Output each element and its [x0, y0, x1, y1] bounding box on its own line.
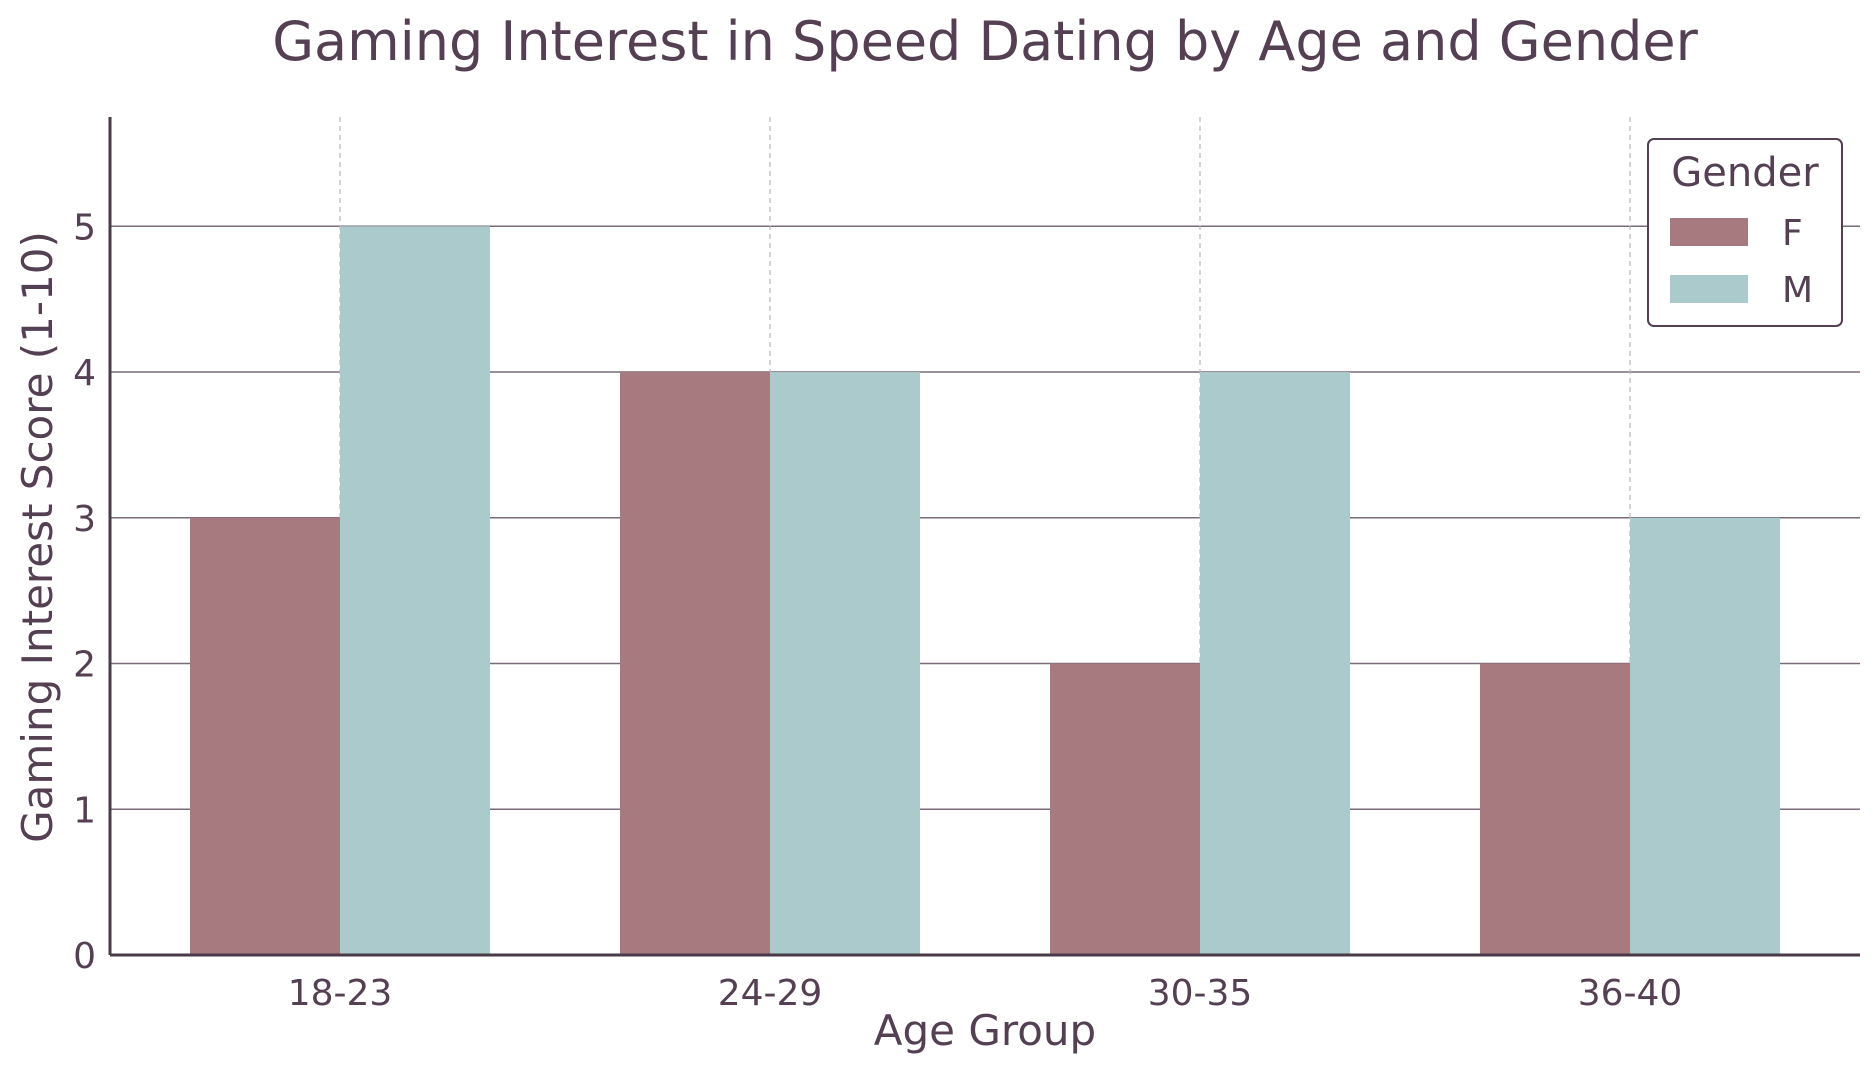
legend: Gender F M [1647, 138, 1843, 327]
bar-male-36-40 [1630, 517, 1780, 955]
x-tick-label: 24-29 [718, 973, 823, 1014]
x-tick-label: 30-35 [1148, 973, 1253, 1014]
y-tick-label: 4 [73, 353, 96, 394]
legend-label-female: F [1782, 213, 1803, 254]
bar-female-36-40 [1480, 663, 1630, 955]
legend-swatch-male [1670, 275, 1748, 303]
bar-male-30-35 [1200, 372, 1350, 956]
bar-male-24-29 [770, 372, 920, 956]
ticks-layer: 0 1 2 3 4 5 18-23 24-29 30-35 36-40 [73, 207, 1682, 1014]
y-tick-label: 2 [73, 645, 96, 686]
legend-label-male: M [1782, 270, 1813, 311]
y-tick-label: 0 [73, 936, 96, 977]
legend-swatch-female [1670, 218, 1748, 246]
bar-female-18-23 [190, 517, 340, 955]
y-axis-label: Gaming Interest Score (1-10) [13, 231, 62, 843]
bar-female-30-35 [1050, 663, 1200, 955]
chart-title: Gaming Interest in Speed Dating by Age a… [272, 10, 1698, 73]
bar-female-24-29 [620, 372, 770, 956]
axes-layer [108, 117, 1860, 957]
x-tick-label: 18-23 [288, 973, 393, 1014]
legend-title: Gender [1671, 150, 1819, 196]
y-tick-label: 5 [73, 207, 96, 248]
x-axis-label: Age Group [874, 1006, 1096, 1055]
x-tick-label: 36-40 [1578, 973, 1683, 1014]
bars-layer [190, 226, 1780, 956]
bar-male-18-23 [340, 226, 490, 956]
y-tick-label: 3 [73, 499, 96, 540]
y-tick-label: 1 [73, 790, 96, 831]
